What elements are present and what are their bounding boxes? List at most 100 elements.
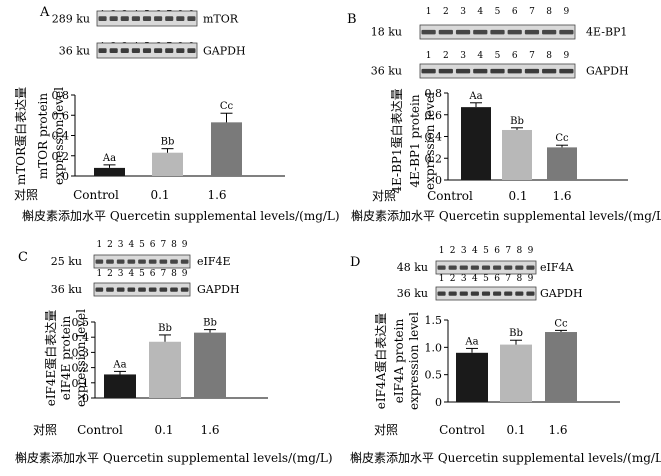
bar	[94, 167, 125, 176]
gapdh-ku-label: 36 ku	[59, 44, 90, 57]
y-tick-label: 0.8	[52, 89, 70, 102]
y-tick-label: 0.4	[52, 130, 70, 143]
significance-label: Aa	[102, 153, 116, 164]
lane-number: 9	[564, 51, 570, 61]
blot-band	[95, 259, 104, 264]
target-ku-label: 18 ku	[371, 26, 402, 39]
x-category-label: 0.1	[154, 423, 173, 437]
significance-label: Cc	[220, 101, 234, 112]
y-tick-label: 0.3	[72, 346, 90, 359]
target-ku-label: 48 ku	[397, 261, 428, 274]
significance-label: Aa	[112, 359, 126, 370]
lane-number: 6	[494, 274, 500, 284]
blot-band	[493, 291, 502, 296]
lane-number: 8	[546, 51, 552, 61]
blot-band	[98, 16, 107, 22]
gapdh-label: GAPDH	[586, 65, 629, 78]
lane-number: 5	[495, 51, 501, 61]
lane-number: 1	[439, 246, 445, 256]
x-category-label: Control	[427, 189, 473, 203]
lane-number: 9	[564, 7, 570, 17]
lane-number: 7	[160, 269, 166, 279]
lane-number: 7	[505, 274, 511, 284]
blot-band	[526, 265, 535, 270]
bar	[149, 341, 181, 398]
x-category-label: 1.6	[548, 423, 567, 437]
gapdh-ku-label: 36 ku	[371, 65, 402, 78]
target-protein-label: eIF4A	[540, 261, 574, 274]
y-axis-label-en: expression level	[407, 312, 421, 410]
blot-band	[109, 48, 118, 54]
blot-band	[455, 29, 471, 35]
y-axis-label-en: 4E-BP1 protein	[408, 94, 422, 187]
blot-band	[470, 265, 479, 270]
x-category-label: 对照	[372, 189, 396, 203]
blot-band	[98, 48, 107, 54]
x-category-label: Control	[73, 188, 119, 202]
lane-number: 8	[516, 274, 522, 284]
lane-number: 9	[528, 274, 534, 284]
blot-band	[148, 287, 157, 292]
lane-number: 5	[139, 240, 145, 250]
y-axis-label-cn: mTOR蛋白表达量	[13, 87, 28, 185]
blot-band	[131, 48, 140, 54]
blot-band	[473, 68, 488, 74]
target-ku-label: 25 ku	[51, 255, 82, 268]
blot-band	[559, 68, 574, 74]
lane-number: 6	[512, 51, 518, 61]
panel-letter: D	[350, 255, 360, 270]
x-axis-caption: 槲皮素添加水平 Quercetin supplemental levels/(m…	[350, 451, 661, 465]
lane-number: 5	[495, 7, 501, 17]
panel-b: B 1 2 3 4 5 6 7 8 9 18 ku 4E-BP1 1 2 3 4 5 6 7 8 9 36 ku GAPDH…	[347, 7, 661, 223]
y-tick-label: 0.5	[425, 369, 443, 382]
lane-number: 2	[107, 240, 113, 250]
y-tick-label: 0	[82, 392, 89, 405]
lane-number: 3	[118, 269, 124, 279]
lane-number: 5	[139, 269, 145, 279]
blot-band	[493, 265, 502, 270]
significance-label: Cc	[554, 318, 568, 329]
y-tick-label: 0.2	[72, 362, 90, 375]
gapdh-ku-label: 36 ku	[397, 287, 428, 300]
blot-band	[524, 68, 540, 74]
blot-band	[438, 29, 453, 35]
blot-band	[437, 265, 446, 270]
blot-band	[187, 16, 196, 22]
x-category-label: Control	[77, 423, 123, 437]
blot-band	[176, 16, 185, 22]
gapdh-label: GAPDH	[197, 283, 240, 296]
lane-number: 5	[483, 274, 489, 284]
lane-number: 7	[529, 51, 535, 61]
x-category-label: 1.6	[552, 189, 571, 203]
blot-band	[159, 287, 168, 292]
y-tick-label: 0.4	[425, 131, 443, 144]
blot-band	[116, 259, 125, 264]
y-tick-label: 0	[62, 170, 69, 183]
blot-band	[481, 291, 491, 296]
y-tick-label: 1.0	[425, 341, 443, 354]
blot-band	[127, 259, 136, 264]
x-category-label: 1.6	[200, 423, 219, 437]
blot-band	[116, 287, 125, 292]
lane-number: 7	[529, 7, 535, 17]
blot-band	[515, 291, 524, 296]
blot-band	[180, 287, 189, 292]
y-axis-label-en: expression level	[52, 87, 66, 185]
blot-band	[95, 287, 104, 292]
lane-number: 6	[512, 7, 518, 17]
lane-number: 3	[118, 240, 124, 250]
lane-number: 8	[171, 269, 177, 279]
y-axis-label-en: expression level	[74, 309, 88, 407]
blot-band	[109, 16, 118, 22]
blot-band	[448, 265, 457, 270]
blot-band	[504, 291, 513, 296]
blot-band	[170, 259, 178, 264]
x-category-label: 对照	[14, 188, 38, 202]
x-category-label: 0.1	[506, 423, 525, 437]
blot-band	[507, 29, 522, 35]
x-category-label: 0.1	[508, 189, 527, 203]
blot-band	[481, 265, 491, 270]
panels-layer: A123456789289 kumTOR12345678936 kuGAPDH0…	[13, 5, 661, 465]
